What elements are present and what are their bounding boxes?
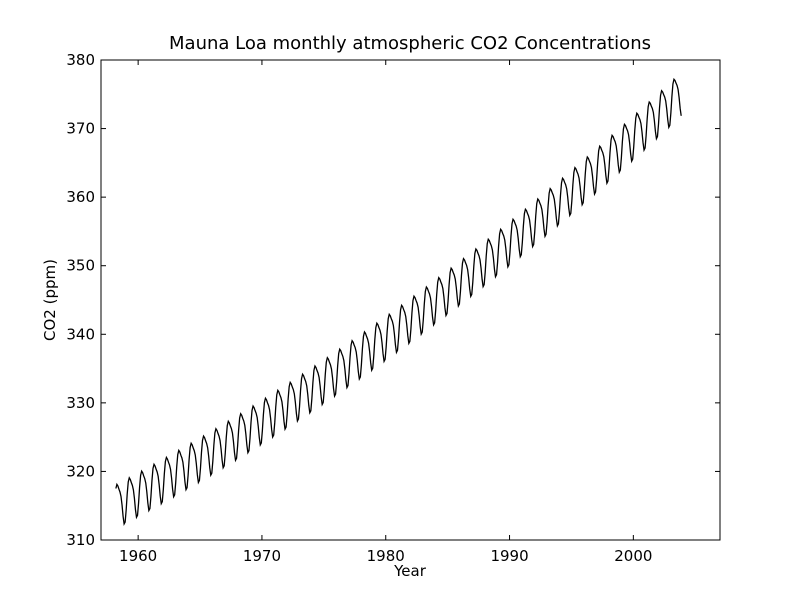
y-axis-label: CO2 (ppm)	[41, 259, 59, 341]
y-tick-label: 370	[66, 120, 95, 138]
co2-series-line	[115, 77, 682, 527]
x-axis: 1960 1970 1980 1990 2000	[119, 60, 652, 565]
x-tick-label: 1990	[490, 547, 528, 565]
y-tick-label: 380	[66, 51, 95, 69]
y-tick-label: 310	[66, 531, 95, 549]
y-tick-label: 350	[66, 257, 95, 275]
x-axis-label: Year	[393, 562, 427, 580]
y-axis: 310 320 330 340 350 360 370 380	[66, 51, 720, 549]
x-tick-label: 2000	[614, 547, 652, 565]
y-tick-label: 360	[66, 188, 95, 206]
y-tick-label: 320	[66, 462, 95, 480]
chart-title: Mauna Loa monthly atmospheric CO2 Concen…	[169, 33, 651, 54]
y-tick-label: 340	[66, 325, 95, 343]
y-tick-label: 330	[66, 394, 95, 412]
x-tick-label: 1960	[119, 547, 157, 565]
plot-area	[115, 77, 682, 527]
axes-frame	[100, 59, 721, 541]
x-tick-label: 1970	[243, 547, 281, 565]
x-tick-label: 1980	[367, 547, 405, 565]
